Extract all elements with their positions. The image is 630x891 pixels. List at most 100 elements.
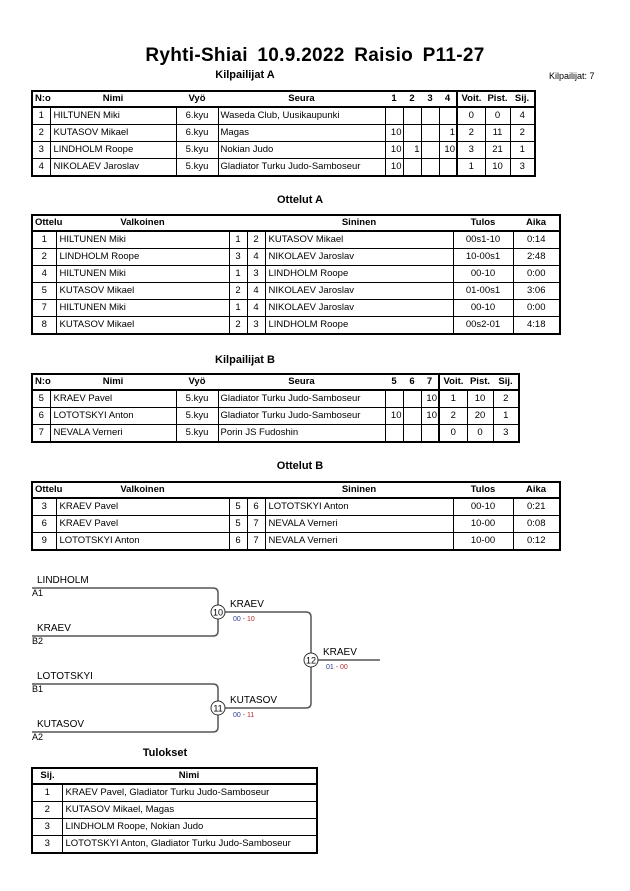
ottelut-b-table: Ottelu Valkoinen Sininen Tulos Aika 3 KRAEV Pa… (31, 481, 561, 551)
competitor-name: NEVALA Verneri (49, 424, 177, 443)
entry-seed: B1 (32, 684, 43, 694)
column-header: Voit. (443, 376, 464, 387)
competitor-name: KRAEV Pavel, Gladiator Turku Judo-Sambos… (61, 783, 318, 802)
column-header: Sij. (40, 770, 55, 781)
table-row: 6 LOTOTSKYI Anton 5.kyu Gladiator Turku Jud… (31, 407, 520, 425)
time: 0:00 (512, 299, 561, 317)
column-header: 5 (391, 376, 397, 387)
column-header: Sij. (498, 376, 513, 387)
column-header: 3 (427, 93, 433, 104)
time: 0:08 (512, 515, 561, 533)
score-cell: 10 (438, 141, 458, 159)
column-header: Vyö (188, 376, 206, 387)
column-header: 7 (421, 374, 440, 390)
score-white: 00 (233, 616, 241, 623)
time: 0:21 (512, 497, 561, 516)
match-row: 2 LINDHOLM Roope 3 4 NIKOLAEV Jaroslav 10-00s… (31, 248, 561, 266)
column-header: Seura (288, 93, 315, 104)
column-header: Sininen (341, 217, 377, 228)
match-number: 12 (306, 656, 316, 666)
match-number: 8 (31, 316, 57, 335)
column-header: Sininen (341, 484, 377, 495)
competitor-name: KUTASOV Mikael, Magas (61, 801, 318, 819)
table-row: 7 NEVALA Verneri 5.kyu Porin JS Fudoshin 0 0 3 (31, 424, 520, 443)
header-row: N:o Nimi Vyö Seura 5 6 7 Voit. Pist. Sij. (32, 374, 519, 390)
entry-name: LINDHOLM (37, 575, 89, 586)
score-blue: 11 (247, 712, 254, 719)
score-cell: 10 (420, 407, 440, 425)
score-cell (438, 158, 458, 177)
score-blue: 10 (247, 616, 255, 623)
header-row: Ottelu Valkoinen Sininen Tulos Aika (32, 482, 560, 498)
column-header: N:o (35, 376, 51, 387)
match-circle (303, 652, 319, 668)
ottelut-b-title: Ottelut B (276, 460, 324, 472)
bracket-line-12 (224, 611, 312, 709)
match-circle (210, 700, 226, 716)
placing: 2 (31, 801, 63, 819)
table-row: 4 NIKOLAEV Jaroslav 5.kyu Gladiator Turku J… (31, 158, 536, 177)
column-header: Valkoinen (120, 484, 165, 495)
column-header: Tulos (470, 484, 496, 495)
column-header: Ottelu (35, 217, 63, 228)
column-header: Pist. (487, 93, 508, 104)
kilpailijat-a-title: Kilpailijat A (215, 69, 275, 81)
kilpailijat-a-table: N:o Nimi Vyö Seura 1 2 3 4 Voit. Pist. Sij. 1 HILTUN… (31, 90, 536, 177)
placing: 1 (509, 141, 536, 159)
match-number: 6 (31, 515, 57, 533)
column-header: Nimi (102, 93, 124, 104)
header-row: Sij. Nimi (32, 768, 317, 784)
blue-competitor: NIKOLAEV Jaroslav (264, 299, 454, 317)
tulokset-title: Tulokset (142, 747, 188, 759)
points: 10 (484, 158, 511, 177)
time: 0:12 (512, 532, 561, 551)
tulokset-table: Sij. Nimi 1 KRAEV Pavel, Gladiator Turku Ju… (31, 767, 318, 854)
score-white: 01 (326, 664, 334, 671)
white-competitor: HILTUNEN Miki (55, 299, 230, 317)
column-header: 1 (391, 93, 397, 104)
match-score: 01 - 00 (326, 664, 348, 671)
column-header: 6 (409, 376, 415, 387)
column-header: 4 (439, 91, 458, 107)
column-header: Vyö (188, 93, 206, 104)
column-header: Pist. (469, 376, 491, 387)
entry-seed: A1 (32, 588, 43, 598)
match-row: 1 HILTUNEN Miki 1 2 KUTASOV Mikael 00s1-10 0:1… (31, 230, 561, 249)
column-header: Ottelu (35, 484, 63, 495)
match-score: 00 - 10 (233, 616, 255, 623)
score-white: 00 (233, 712, 241, 719)
entry-seed: B2 (32, 636, 43, 646)
blue-number: 4 (246, 299, 266, 317)
match-score: 00 - 11 (233, 712, 254, 719)
match-winner: KUTASOV (230, 695, 277, 706)
competitor-name: LOTOTSKYI Anton (49, 407, 177, 425)
column-header: Tulos (470, 217, 496, 228)
column-header: Seura (288, 376, 315, 387)
match-circle (210, 604, 226, 620)
ottelut-a-table: Ottelu Valkoinen Sininen Tulos Aika 1 HILTUNEN… (31, 214, 561, 335)
result-row: 3 LOTOTSKYI Anton, Gladiator Turku Judo-S… (31, 835, 318, 854)
competitor-name: LOTOTSKYI Anton, Gladiator Turku Judo-Sa… (61, 835, 318, 854)
placing: 3 (492, 424, 520, 443)
column-header: Nimi (178, 770, 200, 781)
placing: 3 (31, 835, 63, 854)
column-header: Aika (525, 484, 547, 495)
header-row: N:o Nimi Vyö Seura 1 2 3 4 Voit. Pist. Sij. (32, 91, 535, 107)
result-row: 3 LINDHOLM Roope, Nokian Judo (31, 818, 318, 836)
match-row: 7 HILTUNEN Miki 1 4 NIKOLAEV Jaroslav 00-10 0:… (31, 299, 561, 317)
white-competitor: KRAEV Pavel (55, 515, 230, 533)
column-header: Nimi (102, 376, 124, 387)
club: Nokian Judo (217, 141, 386, 159)
score-blue: 00 (340, 664, 348, 671)
table-row: 1 HILTUNEN Miki 6.kyu Waseda Club, Uusikaup… (31, 106, 536, 125)
placing: 1 (31, 783, 63, 802)
column-header: Valkoinen (120, 217, 165, 228)
column-header: N:o (35, 93, 51, 104)
match-row: 8 KUTASOV Mikael 2 3 LINDHOLM Roope 00s2-01 4:… (31, 316, 561, 335)
column-header: Voit. (461, 93, 482, 104)
match-row: 5 KUTASOV Mikael 2 4 NIKOLAEV Jaroslav 01-00s… (31, 282, 561, 300)
match-row: 6 KRAEV Pavel 5 7 NEVALA Verneri 10-00 0:08 (31, 515, 561, 533)
competitor-name: LINDHOLM Roope (49, 141, 177, 159)
page-title: Ryhti-Shiai 10.9.2022 Raisio P11-27 (145, 45, 485, 66)
column-header: 2 (409, 93, 415, 104)
